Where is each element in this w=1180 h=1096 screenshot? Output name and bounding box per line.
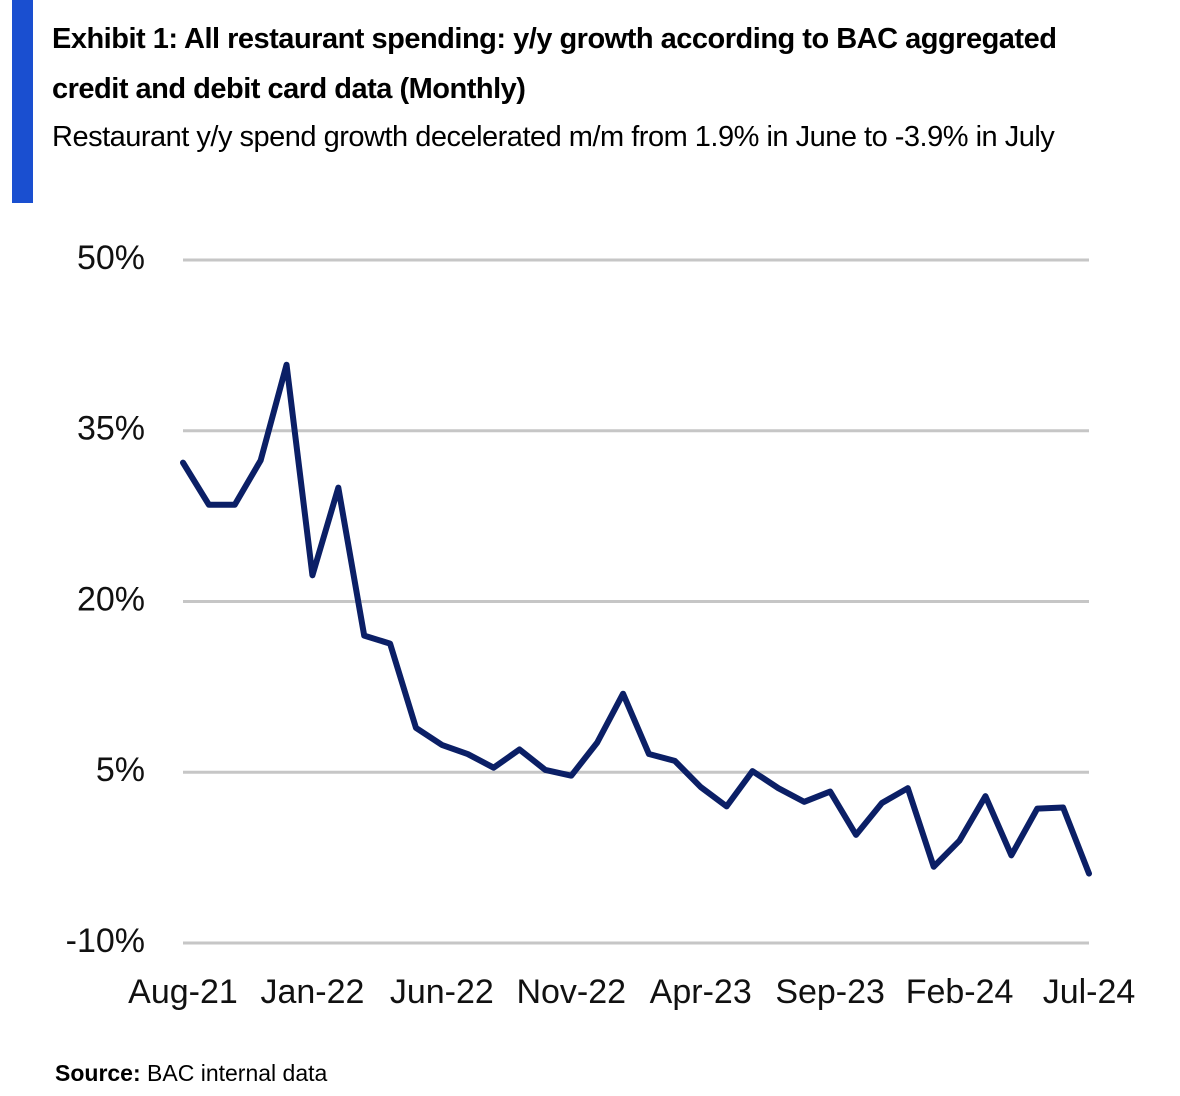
x-tick-label: Sep-23	[775, 973, 885, 1011]
y-tick-label: 20%	[77, 580, 145, 618]
y-tick-label: 35%	[77, 410, 145, 448]
y-tick-label: 50%	[77, 239, 145, 277]
y-tick-label: 5%	[96, 751, 145, 789]
source-label: Source:	[55, 1060, 141, 1086]
x-tick-label: Apr-23	[650, 973, 752, 1011]
y-tick-label: -10%	[66, 922, 145, 960]
x-tick-label: Jul-24	[1043, 973, 1136, 1011]
x-tick-label: Aug-21	[128, 973, 238, 1011]
line-series	[180, 361, 1092, 877]
x-tick-label: Feb-24	[906, 973, 1014, 1011]
accent-bar	[12, 0, 33, 203]
source: Source: BAC internal data	[55, 1060, 327, 1087]
source-text: BAC internal data	[147, 1060, 328, 1086]
x-tick-label: Jan-22	[260, 973, 364, 1011]
chart: -10% 5% 20% 35% 50% Aug-21 Jan-22 Jun-22 Nov-22 A…	[66, 239, 1136, 1011]
chart-subtitle: Restaurant y/y spend growth decelerated …	[52, 121, 1055, 153]
x-tick-label: Jun-22	[390, 973, 494, 1011]
x-tick-label: Nov-22	[516, 973, 626, 1011]
chart-title: Exhibit 1: All restaurant spending: y/y …	[52, 23, 1057, 105]
